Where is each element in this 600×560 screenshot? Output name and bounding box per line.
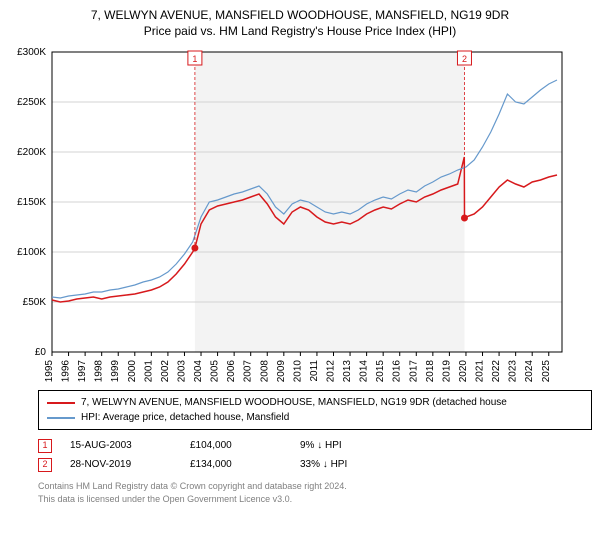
svg-text:1998: 1998 <box>94 360 105 383</box>
event-row-2: 2 28-NOV-2019 £134,000 33% ↓ HPI <box>38 455 592 474</box>
legend-swatch-hpi <box>47 417 75 419</box>
footer-attribution: Contains HM Land Registry data © Crown c… <box>38 480 592 505</box>
chart-container: £0 £50K £100K £150K £200K £250K £300K 1995 1996 1… <box>8 44 592 384</box>
svg-text:2010: 2010 <box>292 360 303 383</box>
event-pct: 33% ↓ HPI <box>300 455 410 474</box>
event-pct: 9% ↓ HPI <box>300 436 410 455</box>
svg-text:2022: 2022 <box>491 360 502 383</box>
event-row-1: 1 15-AUG-2003 £104,000 9% ↓ HPI <box>38 436 592 455</box>
event-table: 1 15-AUG-2003 £104,000 9% ↓ HPI 2 28-NOV… <box>38 436 592 474</box>
svg-text:£50K: £50K <box>23 297 47 308</box>
svg-text:2023: 2023 <box>508 360 519 383</box>
svg-text:1996: 1996 <box>61 360 72 383</box>
svg-text:2019: 2019 <box>441 360 452 383</box>
svg-text:1997: 1997 <box>77 360 88 383</box>
svg-text:2016: 2016 <box>392 360 403 383</box>
svg-text:2006: 2006 <box>226 360 237 383</box>
title-line-2: Price paid vs. HM Land Registry's House … <box>8 24 592 38</box>
svg-text:1995: 1995 <box>44 360 55 383</box>
chart-title: 7, WELWYN AVENUE, MANSFIELD WOODHOUSE, M… <box>8 8 592 38</box>
svg-text:2020: 2020 <box>458 360 469 383</box>
svg-text:2001: 2001 <box>143 360 154 383</box>
svg-text:2014: 2014 <box>359 360 370 383</box>
svg-text:2005: 2005 <box>210 360 221 383</box>
legend-label: HPI: Average price, detached house, Mans… <box>81 410 289 425</box>
footer-line-1: Contains HM Land Registry data © Crown c… <box>38 480 592 493</box>
svg-text:£100K: £100K <box>17 247 46 258</box>
svg-text:2007: 2007 <box>243 360 254 383</box>
svg-text:£300K: £300K <box>17 47 46 58</box>
event-date: 15-AUG-2003 <box>70 436 190 455</box>
legend-item-hpi: HPI: Average price, detached house, Mans… <box>47 410 583 425</box>
svg-text:2024: 2024 <box>524 360 535 383</box>
svg-text:2011: 2011 <box>309 360 320 382</box>
svg-text:2025: 2025 <box>541 360 552 383</box>
line-chart: £0 £50K £100K £150K £200K £250K £300K 1995 1996 1… <box>8 44 568 384</box>
event-price: £134,000 <box>190 455 300 474</box>
legend-label: 7, WELWYN AVENUE, MANSFIELD WOODHOUSE, M… <box>81 395 507 410</box>
svg-text:£150K: £150K <box>17 197 46 208</box>
svg-text:2021: 2021 <box>475 360 486 383</box>
svg-text:2000: 2000 <box>127 360 138 383</box>
svg-text:2015: 2015 <box>375 360 386 383</box>
svg-text:2017: 2017 <box>408 360 419 383</box>
svg-text:2: 2 <box>462 54 467 64</box>
svg-text:2002: 2002 <box>160 360 171 383</box>
svg-text:£0: £0 <box>35 347 47 358</box>
event-marker-1: 1 <box>38 439 52 453</box>
svg-text:2008: 2008 <box>259 360 270 383</box>
event-price: £104,000 <box>190 436 300 455</box>
svg-text:£250K: £250K <box>17 97 46 108</box>
legend: 7, WELWYN AVENUE, MANSFIELD WOODHOUSE, M… <box>38 390 592 430</box>
svg-text:2012: 2012 <box>325 360 336 383</box>
title-line-1: 7, WELWYN AVENUE, MANSFIELD WOODHOUSE, M… <box>8 8 592 22</box>
svg-text:£200K: £200K <box>17 147 46 158</box>
event-date: 28-NOV-2019 <box>70 455 190 474</box>
legend-item-price-paid: 7, WELWYN AVENUE, MANSFIELD WOODHOUSE, M… <box>47 395 583 410</box>
svg-text:2003: 2003 <box>176 360 187 383</box>
svg-text:2009: 2009 <box>276 360 287 383</box>
svg-text:2004: 2004 <box>193 360 204 383</box>
svg-text:2018: 2018 <box>425 360 436 383</box>
event-marker-2: 2 <box>38 458 52 472</box>
footer-line-2: This data is licensed under the Open Gov… <box>38 493 592 506</box>
svg-text:2013: 2013 <box>342 360 353 383</box>
svg-text:1: 1 <box>192 54 197 64</box>
svg-text:1999: 1999 <box>110 360 121 383</box>
legend-swatch-price-paid <box>47 402 75 404</box>
